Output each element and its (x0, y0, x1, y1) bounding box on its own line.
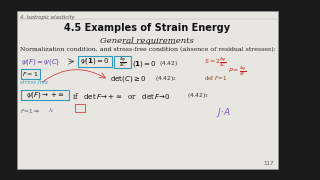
Text: stress free: stress free (20, 80, 49, 85)
Text: $S=2\frac{\partial\psi}{\partial C}$: $S=2\frac{\partial\psi}{\partial C}$ (204, 55, 227, 69)
Text: 4.5 Examples of Strain Energy: 4.5 Examples of Strain Energy (64, 23, 230, 33)
Text: $(4.42)$: $(4.42)$ (159, 59, 178, 68)
Text: $\psi(F)\to+\infty$: $\psi(F)\to+\infty$ (26, 90, 64, 100)
Text: $\psi(\mathbf{1})=0$: $\psi(\mathbf{1})=0$ (80, 57, 109, 66)
FancyBboxPatch shape (75, 104, 85, 112)
Bar (17, 11, 278, 169)
Text: $F\!=\!1\Rightarrow$: $F\!=\!1\Rightarrow$ (20, 107, 40, 114)
Text: $P=\frac{\partial\psi}{\partial F}$: $P=\frac{\partial\psi}{\partial F}$ (228, 64, 247, 78)
Text: $\det(C)\geq 0$: $\det(C)\geq 0$ (110, 74, 147, 84)
FancyBboxPatch shape (114, 56, 131, 68)
Text: $\frac{\partial\psi}{\partial C}$: $\frac{\partial\psi}{\partial C}$ (119, 56, 126, 69)
Text: Normalization condition, and stress-free condition (absence of residual stresses: Normalization condition, and stress-free… (20, 47, 276, 52)
Text: 117: 117 (264, 161, 274, 166)
Text: $({\bf 1})=0$: $({\bf 1})=0$ (132, 59, 156, 69)
FancyBboxPatch shape (78, 56, 112, 67)
Text: if   $\det F\!\to\!+\infty$   or   $\det F\!\to\!0$: if $\det F\!\to\!+\infty$ or $\det F\!\t… (72, 91, 171, 101)
Text: def $F\!=\!1$: def $F\!=\!1$ (204, 74, 228, 82)
Text: $J\!\cdot\!A$: $J\!\cdot\!A$ (216, 106, 231, 119)
Text: $\psi(F)=\psi(C)$: $\psi(F)=\psi(C)$ (21, 57, 60, 67)
FancyBboxPatch shape (21, 89, 69, 100)
Text: $F=1$: $F=1$ (22, 70, 39, 78)
Text: $(4.42)_2$: $(4.42)_2$ (155, 74, 177, 83)
FancyBboxPatch shape (21, 69, 40, 78)
Text: General requirements: General requirements (100, 37, 194, 45)
Text: $(4.42)_3$: $(4.42)_3$ (187, 91, 209, 100)
Text: 4. Isotropic elasticity: 4. Isotropic elasticity (20, 15, 75, 20)
Text: $\lambda_i$: $\lambda_i$ (48, 106, 54, 114)
